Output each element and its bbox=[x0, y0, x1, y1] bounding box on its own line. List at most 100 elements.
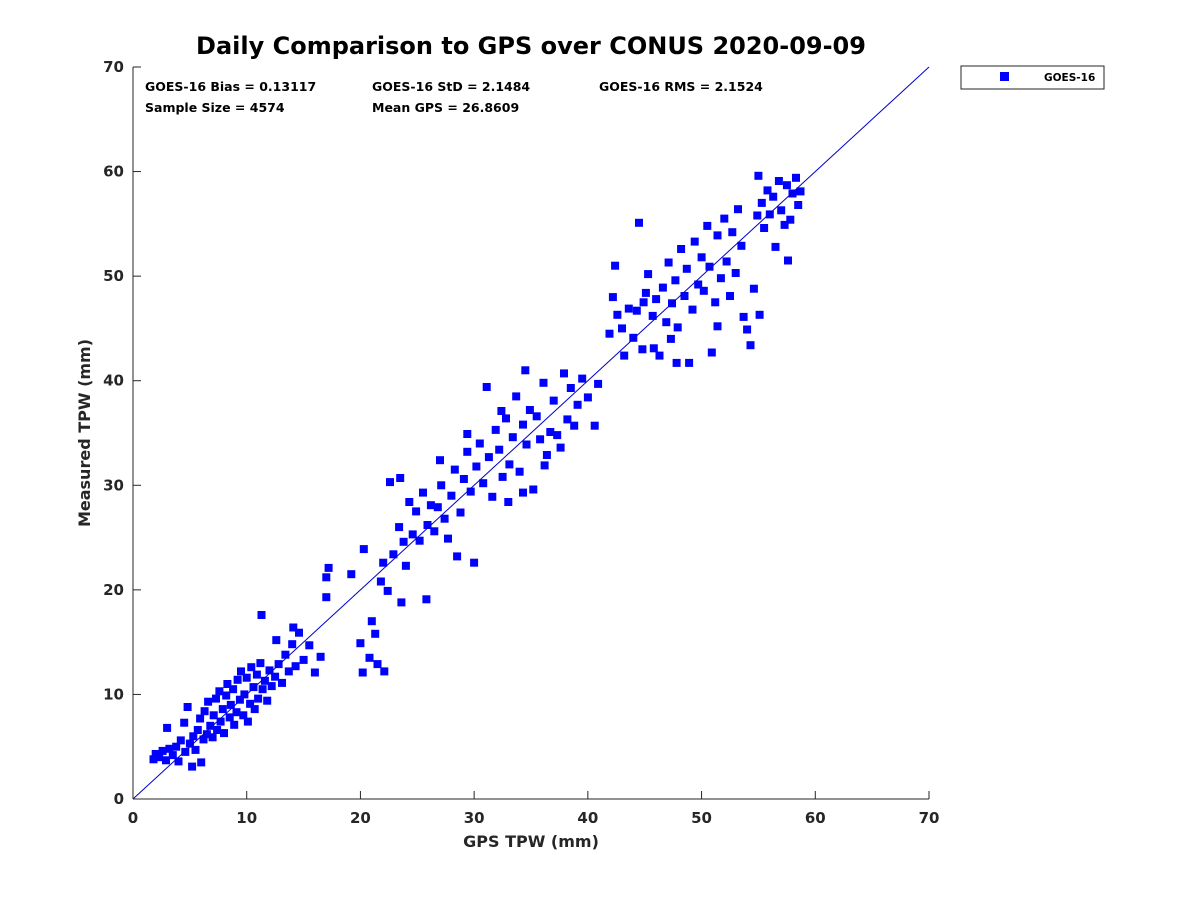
data-point bbox=[230, 720, 239, 729]
data-point bbox=[780, 220, 789, 229]
stat-std: GOES-16 StD = 2.1484 bbox=[372, 79, 530, 94]
data-point bbox=[359, 545, 368, 554]
data-point bbox=[757, 198, 766, 207]
data-point bbox=[206, 721, 215, 730]
data-point bbox=[213, 726, 222, 734]
data-point bbox=[222, 691, 231, 700]
data-point bbox=[792, 173, 800, 182]
data-point bbox=[731, 269, 740, 277]
data-point bbox=[149, 755, 158, 764]
data-point bbox=[639, 298, 648, 307]
data-point bbox=[401, 561, 410, 570]
data-point bbox=[765, 210, 774, 219]
data-point bbox=[383, 586, 392, 595]
data-point bbox=[578, 374, 587, 383]
data-point bbox=[707, 348, 716, 357]
data-point bbox=[734, 205, 742, 214]
data-point bbox=[605, 329, 614, 338]
data-point bbox=[185, 739, 194, 748]
data-point bbox=[415, 536, 424, 545]
data-point bbox=[199, 735, 208, 744]
x-tick-label: 40 bbox=[577, 809, 598, 827]
data-point bbox=[726, 292, 734, 300]
data-point bbox=[284, 667, 293, 676]
data-point bbox=[310, 668, 319, 677]
data-point bbox=[274, 660, 283, 669]
data-point bbox=[482, 383, 491, 391]
data-point bbox=[760, 224, 769, 232]
data-point bbox=[479, 479, 488, 488]
data-point bbox=[181, 747, 190, 756]
data-point bbox=[583, 393, 592, 402]
data-point bbox=[281, 650, 290, 659]
data-point bbox=[749, 284, 758, 293]
data-point bbox=[608, 293, 617, 302]
data-point bbox=[632, 306, 641, 315]
data-point bbox=[671, 276, 680, 285]
data-point bbox=[422, 595, 431, 604]
data-point bbox=[629, 333, 638, 342]
data-point bbox=[658, 283, 667, 292]
data-point bbox=[771, 242, 780, 251]
data-point bbox=[235, 695, 244, 704]
data-point bbox=[218, 705, 227, 714]
data-point bbox=[613, 310, 622, 319]
data-point bbox=[379, 558, 388, 567]
data-point bbox=[272, 636, 281, 645]
data-point bbox=[257, 611, 266, 619]
data-point bbox=[618, 324, 626, 333]
data-point bbox=[519, 420, 527, 429]
data-point bbox=[652, 295, 661, 304]
data-point bbox=[655, 351, 664, 360]
data-point bbox=[611, 261, 620, 270]
data-point bbox=[440, 514, 449, 523]
data-point bbox=[215, 687, 224, 696]
y-tick-label: 30 bbox=[103, 476, 124, 494]
data-point bbox=[739, 312, 748, 321]
data-point bbox=[536, 435, 545, 444]
data-point bbox=[278, 678, 286, 687]
data-point bbox=[673, 323, 682, 332]
data-point bbox=[200, 707, 209, 716]
data-point bbox=[389, 550, 398, 559]
data-point bbox=[246, 699, 255, 708]
data-point bbox=[685, 358, 694, 367]
data-point bbox=[271, 672, 280, 681]
data-point bbox=[705, 262, 714, 271]
data-point bbox=[163, 723, 172, 732]
data-point bbox=[386, 478, 394, 487]
data-point bbox=[437, 481, 446, 490]
legend: GOES-16 bbox=[960, 65, 1105, 90]
data-point bbox=[397, 598, 406, 607]
data-point bbox=[488, 492, 497, 501]
data-point bbox=[497, 407, 506, 415]
data-point bbox=[226, 700, 235, 709]
data-point bbox=[220, 729, 228, 738]
data-point bbox=[196, 714, 205, 723]
data-point bbox=[263, 696, 272, 705]
data-point bbox=[753, 211, 762, 220]
data-point bbox=[459, 475, 468, 483]
y-axis-ticks: 0 10 20 30 40 50 60 70 bbox=[103, 58, 141, 808]
data-point bbox=[254, 694, 263, 703]
data-point bbox=[699, 286, 708, 295]
data-point bbox=[641, 288, 650, 297]
y-tick-label: 70 bbox=[103, 58, 124, 76]
data-point bbox=[777, 206, 786, 215]
data-point bbox=[522, 440, 531, 449]
data-point bbox=[682, 264, 691, 273]
data-point bbox=[376, 577, 385, 586]
data-point bbox=[396, 474, 405, 482]
data-point bbox=[784, 256, 792, 265]
data-point bbox=[649, 344, 658, 353]
data-point bbox=[638, 345, 647, 354]
data-point bbox=[191, 745, 200, 754]
data-point bbox=[563, 415, 572, 424]
data-point bbox=[324, 563, 333, 572]
data-point bbox=[239, 711, 248, 720]
data-point bbox=[232, 708, 241, 717]
data-point bbox=[299, 655, 308, 664]
data-point bbox=[786, 215, 795, 224]
data-point bbox=[408, 530, 417, 539]
